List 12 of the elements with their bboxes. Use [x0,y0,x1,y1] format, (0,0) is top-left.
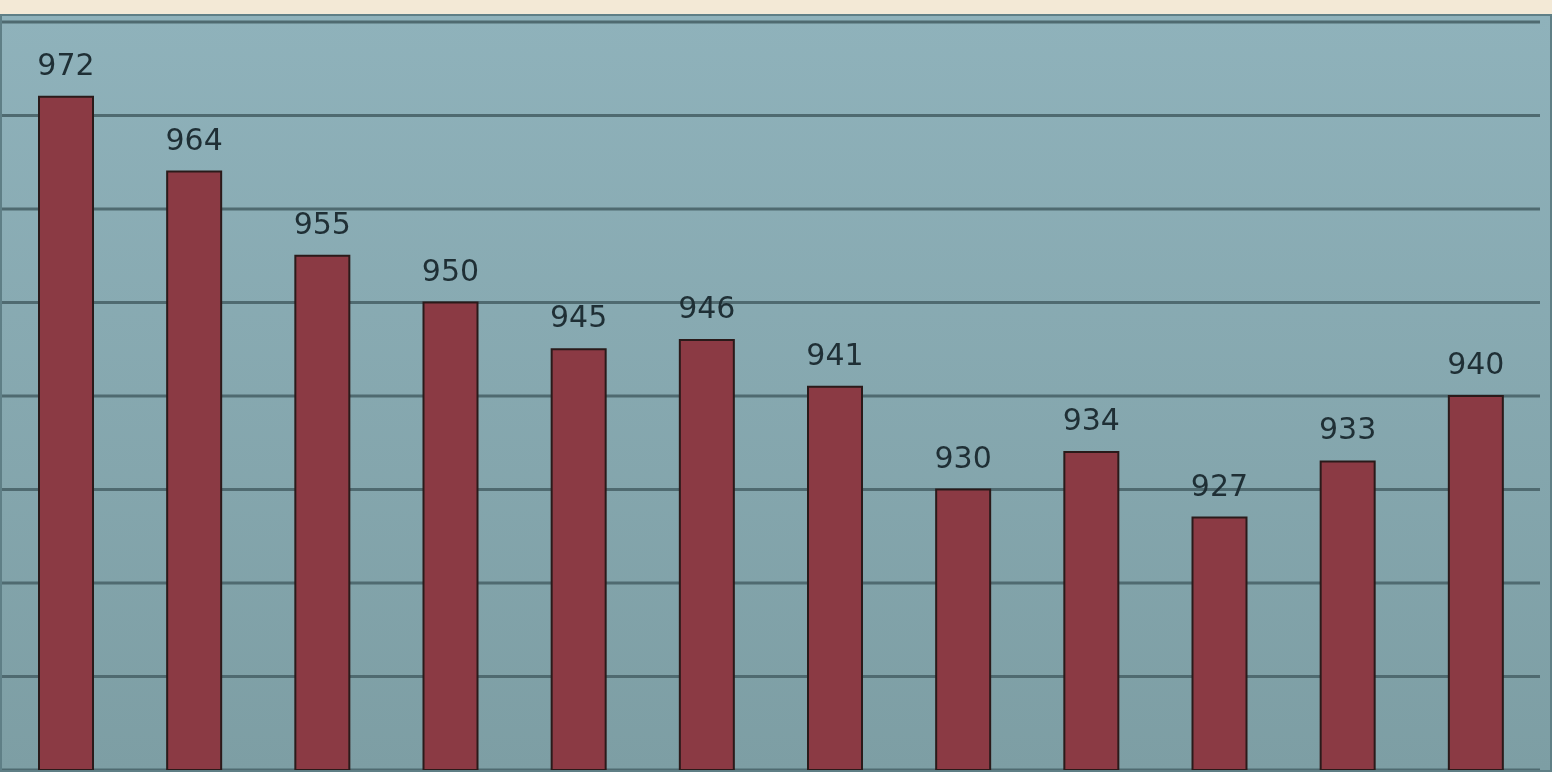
data-label: 955 [293,205,351,241]
data-label: 941 [806,336,864,372]
data-label: 964 [165,121,223,157]
data-label: 945 [550,299,608,335]
data-label: 930 [934,439,992,475]
data-label: 934 [1062,402,1120,438]
data-label: 933 [1319,411,1377,447]
data-label: 927 [1190,467,1249,503]
data-label: 940 [1447,346,1505,381]
data-label: 950 [421,252,480,288]
data-label: 946 [678,289,736,325]
data-label: 972 [37,46,95,82]
